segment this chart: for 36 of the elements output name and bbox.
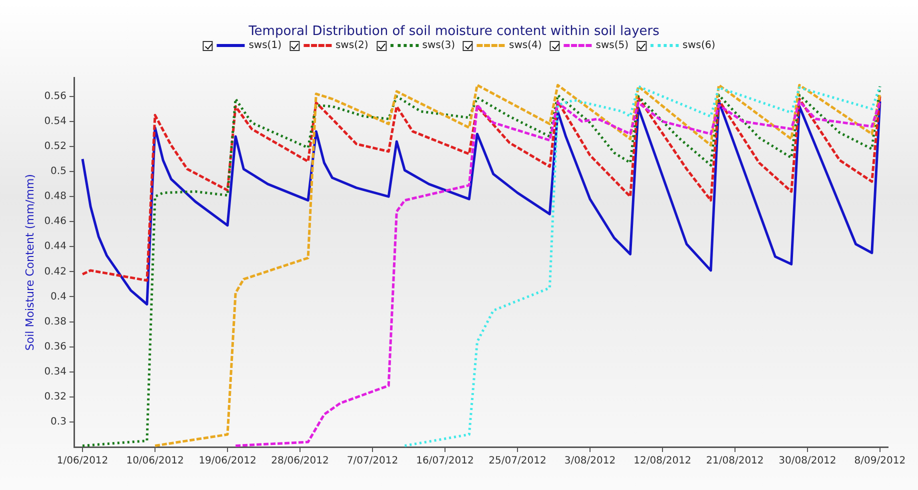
legend-label: sws(5)	[596, 40, 629, 51]
x-tick-label: 1/06/2012	[56, 456, 108, 467]
line-series	[234, 100, 882, 447]
legend-label: sws(2)	[335, 40, 368, 51]
x-tick-label: 30/08/2012	[778, 456, 836, 467]
y-tick-label: 0.5	[50, 166, 66, 178]
y-axis-title: Soil Moisture Content (mm/mm)	[23, 174, 36, 351]
chart-title: Temporal Distribution of soil moisture content within soil layers	[248, 24, 660, 40]
y-tick-label: 0.54	[44, 116, 66, 128]
legend-label: sws(6)	[682, 40, 716, 51]
legend-label: sws(4)	[509, 40, 542, 51]
x-tick-label: 28/06/2012	[271, 456, 329, 467]
y-tick-label: 0.32	[44, 392, 66, 403]
x-tick-label: 21/08/2012	[706, 456, 764, 467]
x-tick-label: 10/06/2012	[126, 456, 184, 467]
legend-label: sws(1)	[248, 40, 282, 51]
y-tick-label: 0.44	[44, 241, 66, 252]
y-tick-label: 0.42	[44, 266, 66, 278]
x-tick-label: 16/07/2012	[416, 456, 474, 467]
x-tick-label: 3/08/2012	[564, 456, 616, 467]
y-tick-label: 0.46	[44, 216, 66, 228]
y-tick-label: 0.3	[50, 416, 66, 428]
x-tick-label: 25/07/2012	[488, 456, 546, 467]
y-tick-label: 0.56	[44, 90, 66, 102]
legend-label: sws(3)	[422, 40, 455, 51]
line-series	[403, 85, 882, 447]
x-tick-label: 8/09/2012	[854, 456, 906, 467]
y-tick-label: 0.4	[50, 291, 66, 302]
x-tick-label: 12/08/2012	[634, 456, 692, 467]
x-tick-label: 7/07/2012	[346, 456, 398, 467]
y-tick-label: 0.38	[44, 316, 66, 328]
y-tick-label: 0.48	[44, 191, 66, 202]
y-tick-label: 0.34	[44, 366, 66, 378]
x-tick-label: 19/06/2012	[198, 456, 256, 467]
y-tick-label: 0.52	[44, 141, 66, 152]
y-tick-label: 0.36	[44, 341, 66, 352]
